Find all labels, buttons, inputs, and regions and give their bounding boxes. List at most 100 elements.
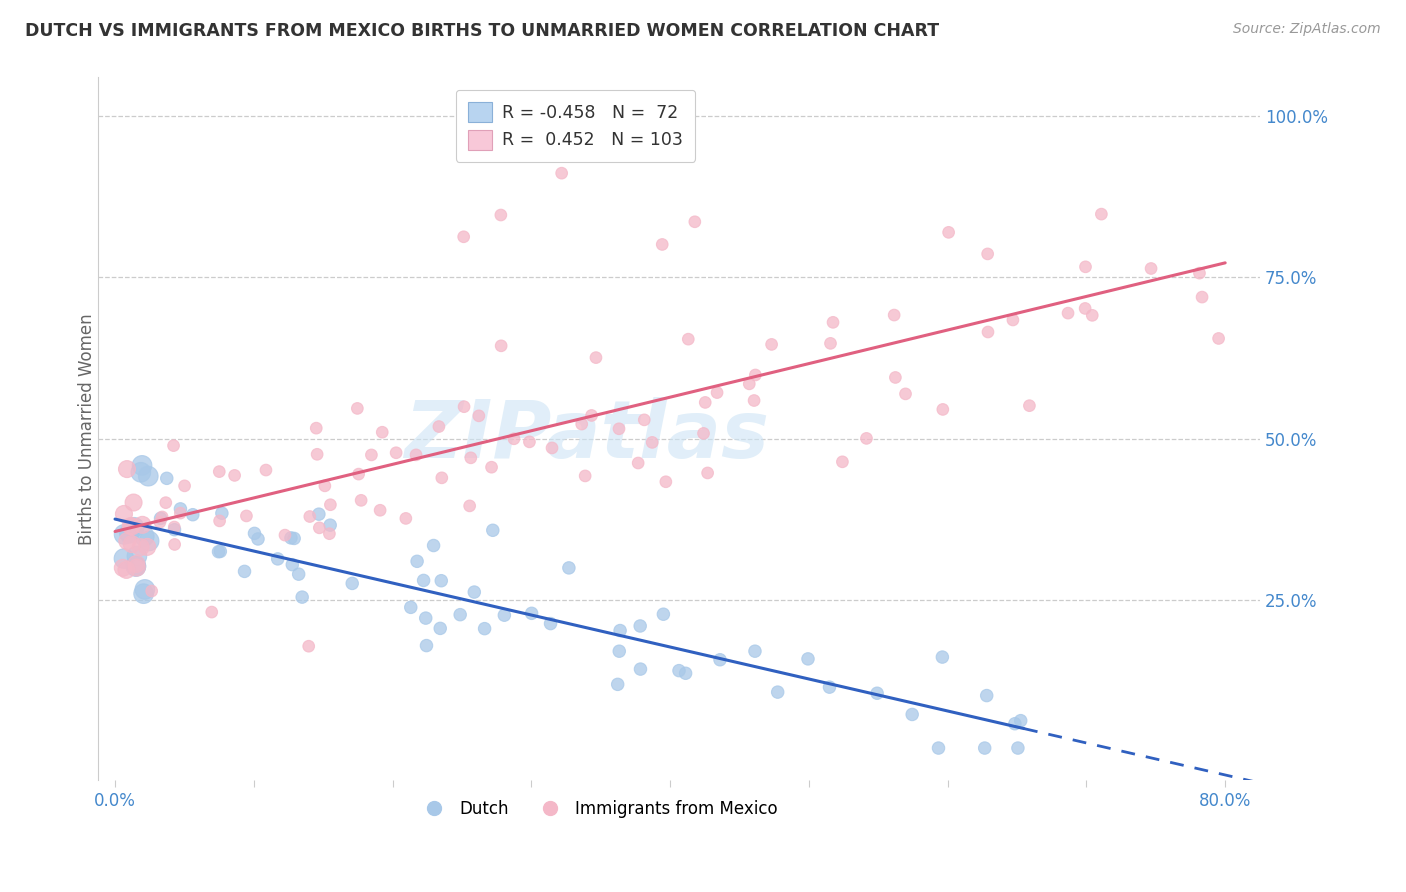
Point: [458, 499, 481, 513]
Point: [744, 368, 766, 382]
Point: [121, 519, 143, 533]
Point: [319, 518, 342, 533]
Point: [744, 644, 766, 658]
Point: [243, 526, 266, 541]
Point: [305, 421, 328, 435]
Point: [406, 554, 429, 568]
Point: [453, 400, 475, 414]
Point: [550, 166, 572, 180]
Point: [1001, 313, 1024, 327]
Point: [415, 639, 437, 653]
Point: [122, 520, 145, 534]
Point: [163, 520, 186, 534]
Point: [519, 434, 541, 449]
Point: [209, 544, 232, 558]
Point: [112, 551, 135, 566]
Point: [405, 448, 427, 462]
Point: [298, 509, 321, 524]
Point: [149, 511, 172, 525]
Point: [125, 557, 148, 571]
Point: [371, 425, 394, 440]
Point: [652, 607, 675, 622]
Point: [155, 496, 177, 510]
Point: [797, 652, 820, 666]
Point: [976, 247, 998, 261]
Point: [1074, 301, 1097, 316]
Point: [350, 493, 373, 508]
Point: [132, 587, 155, 601]
Point: [274, 528, 297, 542]
Point: [1191, 290, 1213, 304]
Point: [422, 539, 444, 553]
Point: [117, 534, 139, 549]
Point: [150, 510, 173, 524]
Point: [368, 503, 391, 517]
Point: [474, 622, 496, 636]
Point: [346, 401, 368, 416]
Point: [112, 507, 135, 521]
Point: [1004, 716, 1026, 731]
Point: [668, 664, 690, 678]
Point: [254, 463, 277, 477]
Point: [520, 607, 543, 621]
Point: [761, 337, 783, 351]
Text: Source: ZipAtlas.com: Source: ZipAtlas.com: [1233, 22, 1381, 37]
Point: [308, 521, 330, 535]
Point: [429, 621, 451, 635]
Point: [342, 576, 364, 591]
Point: [207, 544, 229, 558]
Point: [430, 471, 453, 485]
Point: [503, 432, 526, 446]
Point: [318, 526, 340, 541]
Point: [125, 560, 148, 574]
Point: [129, 540, 152, 554]
Point: [932, 402, 955, 417]
Point: [482, 523, 505, 537]
Point: [125, 549, 148, 563]
Point: [298, 639, 321, 653]
Point: [308, 507, 330, 521]
Point: [641, 435, 664, 450]
Point: [973, 741, 995, 756]
Point: [609, 624, 631, 638]
Point: [463, 585, 485, 599]
Point: [927, 741, 949, 756]
Point: [169, 506, 191, 520]
Point: [938, 225, 960, 239]
Point: [208, 514, 231, 528]
Point: [678, 332, 700, 346]
Point: [319, 498, 342, 512]
Point: [1090, 207, 1112, 221]
Point: [347, 467, 370, 482]
Point: [115, 462, 138, 476]
Point: [149, 515, 172, 529]
Point: [427, 419, 450, 434]
Point: [821, 315, 844, 329]
Point: [738, 376, 761, 391]
Point: [136, 540, 159, 554]
Point: [883, 308, 905, 322]
Point: [399, 600, 422, 615]
Point: [884, 370, 907, 384]
Point: [118, 526, 141, 541]
Point: [280, 531, 302, 545]
Point: [742, 393, 765, 408]
Point: [1057, 306, 1080, 320]
Point: [460, 450, 482, 465]
Point: [138, 533, 160, 548]
Point: [1018, 399, 1040, 413]
Text: DUTCH VS IMMIGRANTS FROM MEXICO BIRTHS TO UNMARRIED WOMEN CORRELATION CHART: DUTCH VS IMMIGRANTS FROM MEXICO BIRTHS T…: [25, 22, 939, 40]
Point: [651, 237, 673, 252]
Point: [633, 413, 655, 427]
Point: [866, 686, 889, 700]
Point: [291, 590, 314, 604]
Point: [931, 650, 953, 665]
Point: [412, 574, 434, 588]
Point: [141, 584, 163, 599]
Point: [208, 465, 231, 479]
Point: [162, 439, 184, 453]
Point: [233, 565, 256, 579]
Point: [181, 508, 204, 522]
Point: [1007, 741, 1029, 756]
Point: [360, 448, 382, 462]
